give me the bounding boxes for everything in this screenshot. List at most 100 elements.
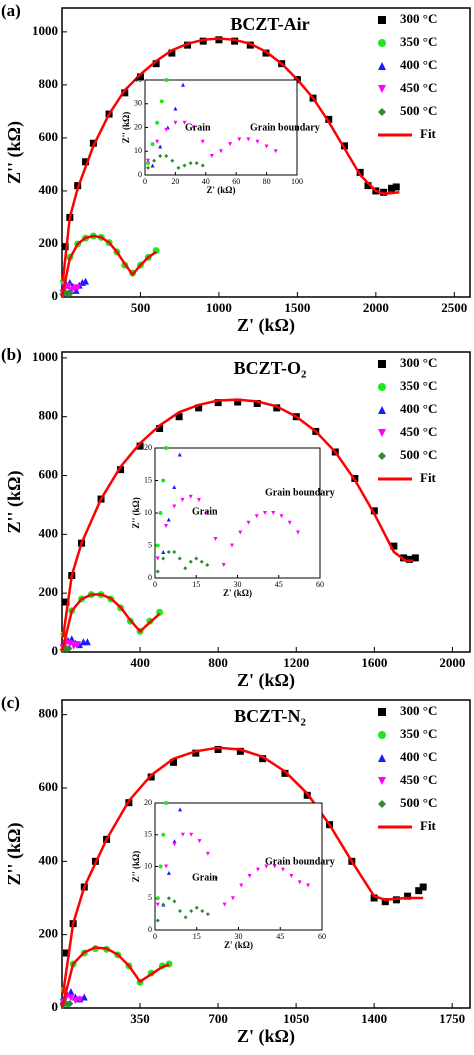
marker <box>390 542 398 550</box>
marker <box>161 550 166 554</box>
marker <box>246 137 251 142</box>
legend-label: Fit <box>420 126 437 141</box>
x-tick-label: 30 <box>235 932 243 941</box>
marker <box>166 896 171 901</box>
marker <box>378 754 386 762</box>
y-tick-label: 1000 <box>32 349 58 364</box>
y-tick-label: 0 <box>148 925 152 934</box>
y-tick-label: 10 <box>144 508 152 517</box>
marker <box>273 404 281 412</box>
marker <box>181 82 185 87</box>
marker <box>247 874 252 879</box>
marker <box>194 905 199 910</box>
y-tick-label: 0 <box>52 643 59 658</box>
marker <box>388 184 396 192</box>
legend-label: 350 °C <box>400 34 437 49</box>
x-tick-label: 2000 <box>363 300 389 315</box>
marker <box>172 504 177 509</box>
y-tick-label: 20 <box>144 443 152 452</box>
legend-label: 450 °C <box>400 772 437 787</box>
marker <box>378 360 386 368</box>
y-axis-label: Z'' (kΩ) <box>131 497 141 528</box>
marker <box>370 894 378 902</box>
legend-label: Fit <box>420 818 437 833</box>
marker <box>195 404 203 412</box>
x-tick-label: 1500 <box>284 300 310 315</box>
x-tick-label: 15 <box>193 932 201 941</box>
marker <box>161 478 166 483</box>
marker <box>66 640 74 648</box>
marker <box>230 543 234 548</box>
x-tick-label: 1000 <box>206 300 232 315</box>
x-tick-label: 80 <box>263 177 271 186</box>
marker <box>205 851 210 856</box>
x-tick-label: 500 <box>131 300 151 315</box>
y-tick-label: 30 <box>134 99 142 108</box>
legend-label: 300 °C <box>400 703 437 718</box>
marker <box>166 517 171 522</box>
marker <box>197 839 202 844</box>
marker <box>378 708 386 716</box>
marker <box>82 158 90 166</box>
marker <box>152 158 157 163</box>
marker <box>183 566 188 571</box>
x-axis-label: Z' (kΩ) <box>207 185 236 195</box>
marker <box>370 507 378 515</box>
marker <box>279 514 284 519</box>
x-tick-label: 15 <box>192 580 200 589</box>
x-tick-label: 800 <box>208 655 228 670</box>
marker <box>325 115 333 123</box>
x-tick-label: 30 <box>234 580 242 589</box>
x-tick-label: 1200 <box>283 655 309 670</box>
marker <box>117 466 125 474</box>
marker <box>189 908 194 913</box>
y-axis-label: Z'' (kΩ) <box>131 851 141 882</box>
marker <box>158 864 163 869</box>
marker <box>121 89 129 97</box>
marker <box>231 37 239 45</box>
x-tick-label: 700 <box>208 1011 228 1026</box>
marker <box>239 883 244 888</box>
marker <box>155 896 160 901</box>
marker <box>281 769 289 777</box>
marker <box>161 832 166 837</box>
y-tick-label: 40 <box>134 75 142 84</box>
marker <box>230 896 235 901</box>
inset-frame <box>154 447 321 579</box>
legend-label: 400 °C <box>400 401 437 416</box>
marker <box>156 424 164 432</box>
x-tick-label: 0 <box>143 177 147 186</box>
marker <box>263 511 267 515</box>
panel-label: (a) <box>1 1 21 20</box>
marker <box>158 511 163 515</box>
marker <box>378 108 386 116</box>
y-tick-label: 15 <box>144 830 152 839</box>
marker <box>76 996 84 1004</box>
marker <box>214 877 219 882</box>
marker <box>164 524 168 528</box>
marker <box>215 36 223 44</box>
fit-line <box>61 398 414 638</box>
marker <box>136 442 144 450</box>
marker <box>287 520 292 525</box>
legend-label: Fit <box>420 470 437 485</box>
marker <box>381 898 389 906</box>
x-axis-label: Z' (kΩ) <box>223 588 252 598</box>
y-tick-label: 800 <box>39 76 59 91</box>
annotation: Grain boundary <box>250 122 320 133</box>
marker <box>64 282 72 290</box>
marker <box>378 406 386 414</box>
x-tick-label: 2000 <box>439 655 465 670</box>
y-tick-label: 0 <box>138 170 142 179</box>
marker <box>378 452 386 460</box>
y-tick-label: 600 <box>39 467 59 482</box>
marker <box>169 758 177 766</box>
marker <box>175 413 183 421</box>
marker <box>236 747 244 755</box>
marker <box>228 142 233 147</box>
marker <box>246 520 251 525</box>
marker <box>194 556 199 561</box>
marker <box>155 556 160 561</box>
marker <box>178 908 183 913</box>
